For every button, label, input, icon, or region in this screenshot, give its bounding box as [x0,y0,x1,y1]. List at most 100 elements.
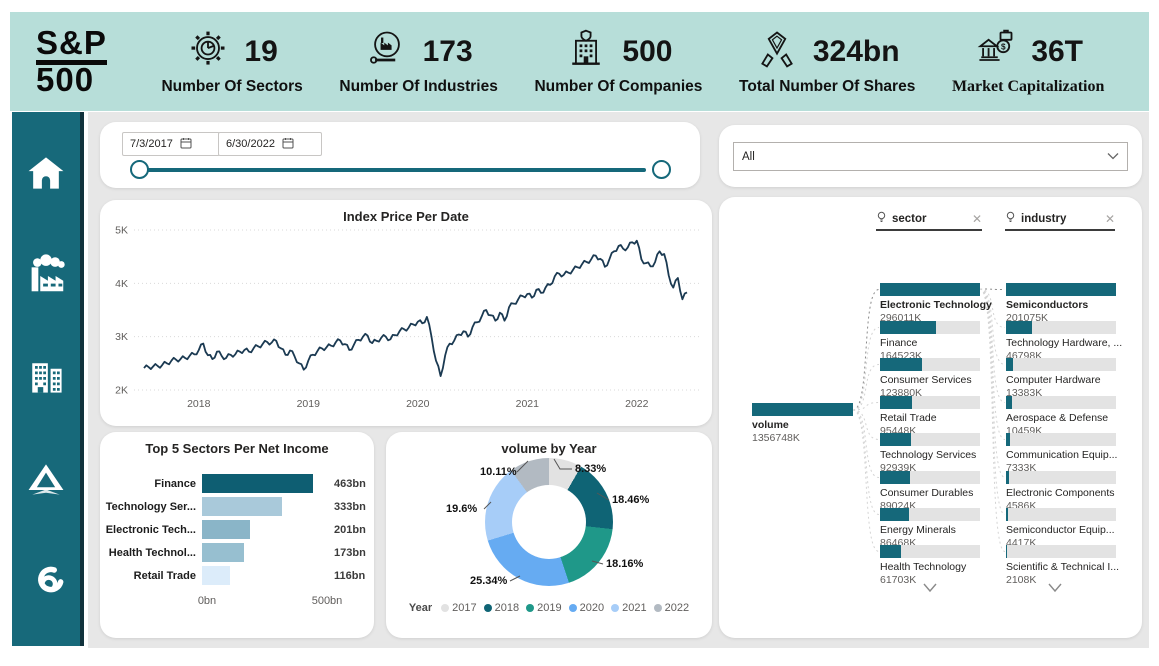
end-date-input[interactable]: 6/30/2022 [218,132,322,156]
remove-sector-field-icon[interactable]: ✕ [971,211,982,226]
date-slicer-card: 7/3/2017 6/30/2022 [100,122,700,188]
industries-factory-gear-icon [365,27,409,76]
industry-column-expand-chevron-icon[interactable] [1043,581,1067,599]
bar-value-label: 173bn [334,546,366,559]
legend-item-2018[interactable]: 2018 [483,602,519,614]
tree-node-name: Electronic Technology [880,299,992,311]
tree-node[interactable]: Electronic Components 4586K [1006,471,1116,512]
donut-hole [512,485,586,559]
tree-node-bar [1006,321,1116,334]
tree-node[interactable]: Semiconductors 201075K [1006,283,1116,324]
tree-node[interactable]: Computer Hardware 13383K [1006,358,1116,399]
volume-donut-card: volume by Year 8.33% 18.46% 18.16% 25.34… [386,432,712,638]
legend-item-2017[interactable]: 2017 [441,602,477,614]
calendar-icon[interactable] [282,137,294,152]
tree-node-bar [880,471,980,484]
bar-row[interactable]: Finance 463bn [100,472,374,495]
bar-category-label: Health Technol... [108,546,196,559]
tree-node[interactable]: Energy Minerals 86468K [880,508,980,549]
svg-text:2K: 2K [115,385,128,397]
tree-industry-column: Semiconductors 201075K Technology Hardware… [1006,197,1122,638]
calendar-icon[interactable] [180,137,192,152]
range-start-handle[interactable] [130,160,149,179]
sidebar-item-brand[interactable] [23,560,69,606]
legend-dot [483,604,492,612]
sidebar-item-delta[interactable] [23,458,69,504]
range-end-handle[interactable] [652,160,671,179]
bar-fill[interactable] [202,566,230,585]
tree-node[interactable]: Communication Equip... 7333K [1006,433,1117,474]
tree-node[interactable]: Technology Hardware, ... 46798K [1006,321,1122,362]
tree-node-value: 2108K [1006,574,1037,586]
dropdown-value: All [742,150,755,163]
bar-track [202,566,328,585]
tree-node[interactable]: Finance 164523K [880,321,980,362]
index-price-line-chart[interactable]: 2K 3K 4K 5K 2018 2019 2020 2021 2022 [100,222,712,422]
remove-industry-field-icon[interactable]: ✕ [1104,211,1115,226]
sidebar-item-home[interactable] [23,152,69,198]
tree-node[interactable]: Electronic Technology 296011K [880,283,992,324]
tree-node-name: Aerospace & Defense [1006,412,1109,424]
bar-row[interactable]: Technology Ser... 333bn [100,495,374,518]
bar-track [202,497,328,516]
tree-node[interactable]: Retail Trade 95448K [880,396,980,437]
legend-label: 2022 [664,602,690,614]
donut-legend: Year 2017 2018 2019 2020 2021 2022 [386,602,712,614]
bar-row[interactable]: Electronic Tech... 201bn [100,518,374,541]
logo-line1: S&P [36,26,107,65]
nav-sidebar [12,112,84,646]
bar-row[interactable]: Health Technol... 173bn [100,541,374,564]
delta-icon [24,457,68,506]
tree-node-bar [1006,283,1116,296]
bar-row[interactable]: Retail Trade 116bn [100,564,374,587]
kpi-market-cap-label: Market Capitalization [951,78,1105,95]
svg-text:2021: 2021 [516,398,540,410]
tree-field-sector[interactable]: sector ✕ [876,211,982,231]
net-income-bar-card: Top 5 Sectors Per Net Income Finance 463b… [100,432,374,638]
legend-label: 2019 [537,602,562,614]
tree-field-sector-label: sector [892,212,927,225]
top-header: S&P 500 19 Number Of Sectors [10,12,1149,111]
bar-track [202,520,328,539]
tree-node-name: Semiconductor Equip... [1006,524,1115,536]
tree-field-industry[interactable]: industry ✕ [1005,211,1115,231]
index-price-chart-card: Index Price Per Date 2K 3K 4K 5K 2018 2019 202… [100,200,712,426]
tree-root-node[interactable]: volume 1356748K [752,403,853,444]
legend-item-2022[interactable]: 2022 [653,602,690,614]
sidebar-item-industry[interactable] [23,253,69,300]
tree-node[interactable]: Consumer Durables 89024K [880,471,980,512]
tree-node-name: Consumer Services [880,374,972,386]
tree-node-bar [1006,545,1116,558]
tree-node[interactable]: Consumer Services 123880K [880,358,980,399]
chevron-down-icon [1107,151,1119,163]
legend-item-2021[interactable]: 2021 [611,602,647,614]
lightbulb-icon [1005,211,1016,226]
sidebar-item-companies[interactable] [23,356,69,402]
kpi-shares: 324bn Total Number Of Shares [739,27,915,96]
legend-label: 2021 [622,602,647,614]
bar-axis-max: 500bn [311,595,343,607]
start-date-input[interactable]: 7/3/2017 [122,132,220,156]
all-dropdown[interactable]: All [733,142,1128,171]
tree-node[interactable]: Health Technology 61703K [880,545,980,586]
tree-node[interactable]: Scientific & Technical I... 2108K [1006,545,1119,586]
root-bar [752,403,853,416]
bar-fill[interactable] [202,497,282,516]
kpi-strip: 19 Number Of Sectors 173 Number Of Indus… [117,27,1149,96]
legend-item-2020[interactable]: 2020 [568,602,604,614]
tree-node-bar [880,358,980,371]
tree-node-bar [880,283,980,296]
bar-fill[interactable] [202,474,313,493]
bar-category-label: Electronic Tech... [105,523,196,536]
tree-node[interactable]: Technology Services 92939K [880,433,980,474]
tree-node[interactable]: Semiconductor Equip... 4417K [1006,508,1116,549]
decomposition-tree-card: sector ✕ industry ✕ volume 1356748K Elec… [719,197,1142,638]
bar-fill[interactable] [202,543,244,562]
tree-node[interactable]: Aerospace & Defense 10459K [1006,396,1116,437]
sector-column-expand-chevron-icon[interactable] [918,581,942,599]
legend-dot [568,604,577,612]
bar-fill[interactable] [202,520,250,539]
svg-text:4K: 4K [115,278,128,290]
legend-item-2019[interactable]: 2019 [526,602,562,614]
date-range-track[interactable] [146,168,646,172]
